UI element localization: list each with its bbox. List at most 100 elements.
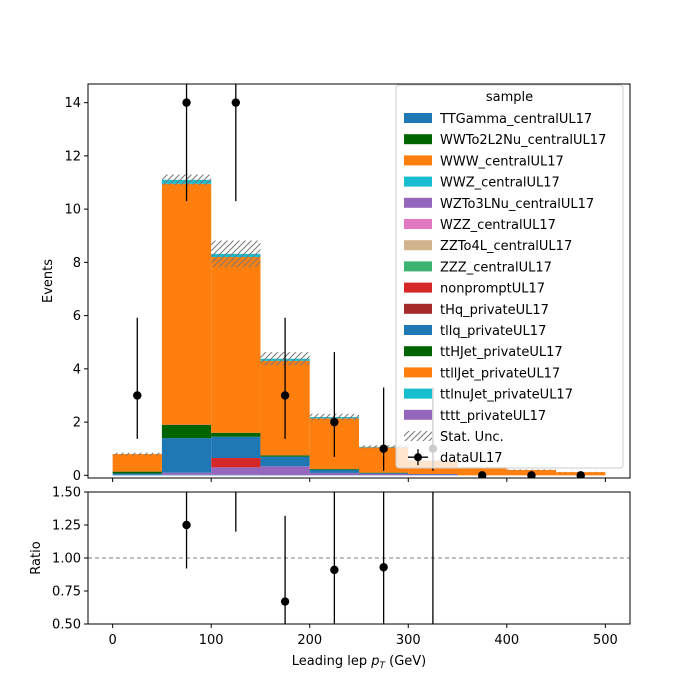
legend-label: WWW_centralUL17	[440, 154, 564, 169]
legend-swatch	[404, 303, 432, 314]
main-ytick-label-2: 2	[73, 416, 81, 431]
legend-swatch	[404, 282, 432, 293]
ratio-ytick-label-0.75: 0.75	[52, 585, 81, 600]
main-ytick-label-10: 10	[64, 203, 81, 218]
data-point-9	[576, 471, 585, 478]
ratio-point-0	[182, 520, 191, 530]
bar-WZTo3LNu_centralUL17-bin-6	[408, 474, 458, 476]
main-ytick-label-8: 8	[73, 256, 81, 271]
bar-ttHJet_privateUL17-bin-3	[260, 455, 310, 457]
x-axis-label-main: Leading lep	[292, 654, 371, 669]
ratio-ylabel: Ratio	[29, 541, 44, 574]
legend: sample TTGamma_centralUL17 WWTo2L2Nu_centr…	[395, 84, 624, 469]
bar-ttHJet_privateUL17-bin-5	[359, 472, 409, 474]
legend-swatch	[404, 113, 432, 123]
xtick-label-200: 200	[297, 633, 322, 648]
legend-swatch	[404, 219, 432, 229]
bar-WZTo3LNu_centralUL17-bin-4	[309, 472, 359, 476]
main-ytick-label-4: 4	[73, 362, 81, 377]
main-ytick-label-0: 0	[73, 469, 81, 484]
legend-swatch	[404, 155, 432, 166]
legend-label: WWZ_centralUL17	[440, 176, 560, 191]
bar-tllq_privateUL17-bin-6	[408, 474, 458, 475]
bar-nonpromptUL17-bin-2	[211, 458, 261, 468]
legend-entry-tllq_privateUL17: tllq_privateUL17	[404, 324, 546, 339]
legend-entry-tHq_privateUL17: tHq_privateUL17	[404, 303, 549, 318]
x-axis-label-subscript: T	[379, 661, 386, 671]
bar-tllq_privateUL17-bin-3	[260, 456, 310, 467]
legend-label: dataUL17	[440, 451, 503, 466]
bar-ttHJet_privateUL17-bin-0	[112, 471, 162, 474]
x-axis-label: Leading lep pT (GeV)	[292, 654, 426, 671]
bar-ttHJet_privateUL17-bin-1	[161, 424, 212, 439]
legend-label: WZZ_centralUL17	[440, 218, 556, 233]
bar-WZTo3LNu_centralUL17-bin-1	[161, 472, 212, 475]
legend-swatch	[404, 176, 432, 187]
legend-entry-ttlnuJet_privateUL17: ttlnuJet_privateUL17	[404, 388, 573, 403]
main-plot: 0 2 4 6 8 10 12 14	[64, 83, 631, 484]
legend-entry-WZZ_centralUL17: WZZ_centralUL17	[404, 218, 556, 233]
bar-tllq_privateUL17-bin-0	[112, 473, 162, 475]
main-ytick-label-12: 12	[64, 149, 81, 164]
legend-entry-WZTo3LNu_centralUL17: WZTo3LNu_centralUL17	[404, 197, 594, 212]
legend-swatch	[404, 240, 432, 251]
legend-entry-WWZ_centralUL17: WWZ_centralUL17	[404, 176, 560, 191]
main-ytick-label-14: 14	[64, 96, 81, 111]
stat-unc-bin-8	[506, 469, 557, 471]
bar-tllq_privateUL17-bin-5	[359, 473, 409, 475]
legend-label: tHq_privateUL17	[440, 303, 549, 318]
bar-tllq_privateUL17-bin-1	[161, 438, 212, 473]
bar-tllq_privateUL17-bin-4	[309, 469, 359, 473]
main-axes-frame	[87, 83, 631, 479]
legend-label: ttHJet_privateUL17	[440, 345, 563, 360]
ratio-ytick-label-1.00: 1.00	[52, 552, 81, 567]
legend-label: ZZTo4L_centralUL17	[440, 239, 572, 254]
legend-entry-tttt_privateUL17: tttt_privateUL17	[404, 409, 546, 424]
legend-entry-ttllJet_privateUL17: ttllJet_privateUL17	[404, 366, 560, 381]
legend-swatch	[404, 197, 432, 208]
legend-entry-WWW_centralUL17: WWW_centralUL17	[404, 154, 564, 169]
legend-swatch	[404, 261, 432, 272]
legend-swatch-point	[414, 453, 422, 462]
ratio-plot-area	[88, 492, 630, 624]
legend-label: WWTo2L2Nu_centralUL17	[440, 133, 606, 148]
data-point-7	[477, 471, 487, 478]
legend-swatch-hatch	[404, 431, 432, 441]
bar-tllq_privateUL17-bin-2	[211, 436, 261, 459]
main-ylabel: Events	[41, 259, 56, 303]
xtick-label-300: 300	[396, 633, 421, 648]
ratio-ytick-label-0.50: 0.50	[52, 618, 81, 633]
data-point-4	[330, 417, 339, 427]
data-point-3	[280, 391, 290, 400]
bar-TTGamma_centralUL17-bin-2	[211, 474, 261, 476]
legend-swatch	[404, 346, 432, 357]
data-point-2	[231, 98, 241, 107]
legend-entry-ZZTo4L_centralUL17: ZZTo4L_centralUL17	[404, 239, 572, 254]
main-ytick-label-6: 6	[73, 309, 81, 324]
legend-label: tllq_privateUL17	[440, 324, 546, 339]
legend-label: nonpromptUL17	[440, 282, 545, 297]
ratio-axes-frame	[87, 491, 631, 625]
xtick-label-0: 0	[108, 633, 116, 648]
ratio-point-4	[379, 563, 388, 572]
bar-ttHJet_privateUL17-bin-2	[211, 432, 261, 437]
legend-label: ttlnuJet_privateUL17	[440, 388, 573, 403]
legend-entry-ZZZ_centralUL17: ZZZ_centralUL17	[404, 260, 552, 275]
legend-label: ZZZ_centralUL17	[440, 260, 552, 275]
main-plot-area	[112, 84, 606, 478]
legend-entry-ttHJet_privateUL17: ttHJet_privateUL17	[404, 345, 563, 360]
ratio-ytick-label-1.50: 1.50	[52, 486, 81, 501]
legend-label: ttllJet_privateUL17	[440, 366, 560, 381]
bar-ttllJet_privateUL17-bin-0	[112, 454, 162, 472]
bar-WZTo3LNu_centralUL17-bin-5	[359, 474, 409, 476]
legend-entry-nonpromptUL17: nonpromptUL17	[404, 282, 545, 297]
x-axis-label-unit: (GeV)	[385, 654, 426, 669]
legend-swatch	[404, 388, 432, 399]
legend-title: sample	[486, 90, 533, 105]
legend-entry-WWTo2L2Nu_centralUL17: WWTo2L2Nu_centralUL17	[404, 133, 606, 148]
legend-label: Stat. Unc.	[440, 430, 504, 445]
legend-entry-Stat. Unc.: Stat. Unc.	[404, 430, 504, 445]
xtick-label-400: 400	[494, 633, 519, 648]
xtick-label-100: 100	[199, 633, 224, 648]
